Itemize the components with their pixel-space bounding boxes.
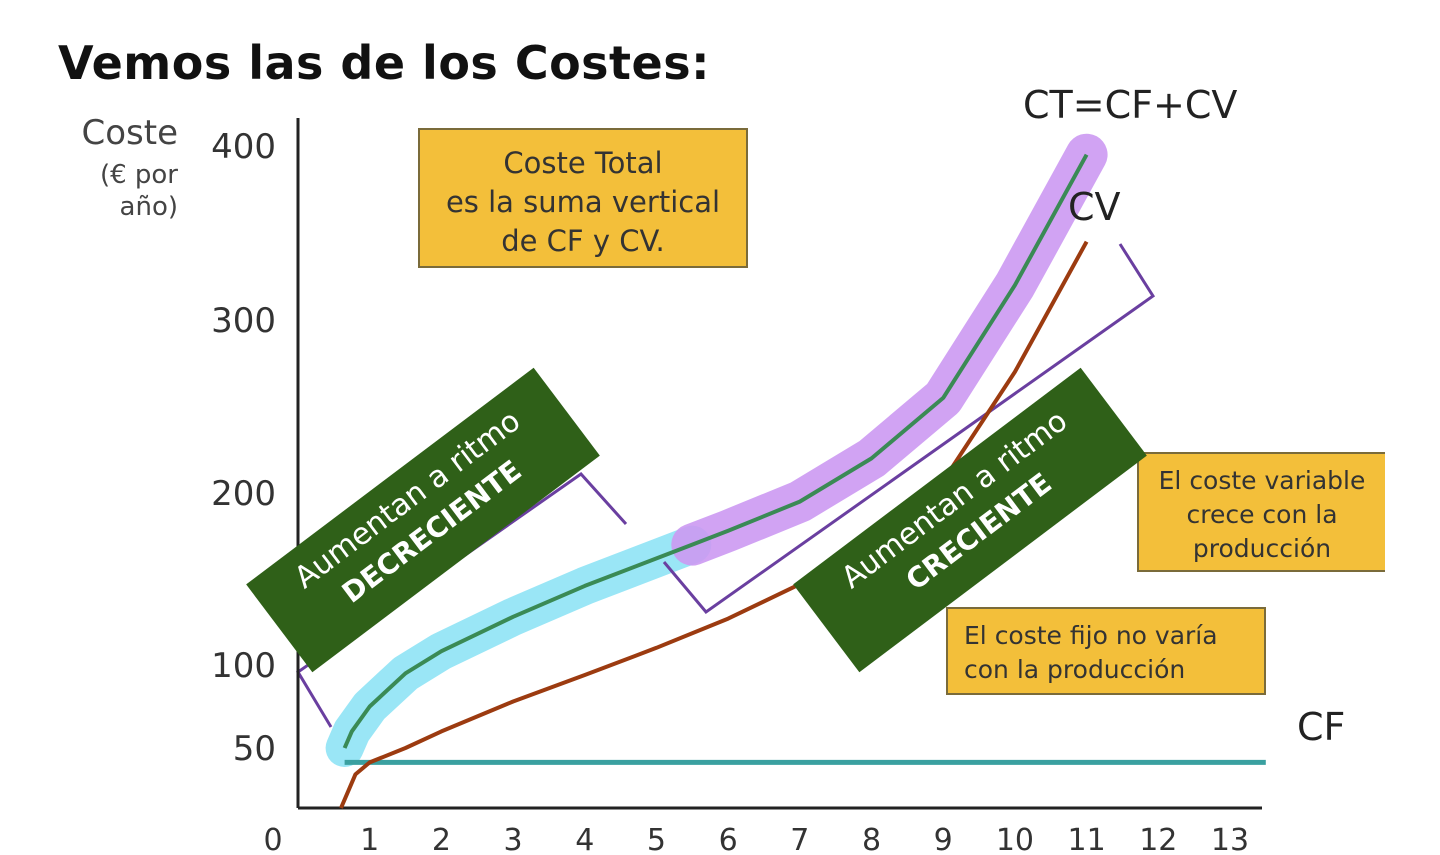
note-variable-cost: El coste variable crece con la producció…	[1137, 452, 1385, 572]
note-total-line1: Coste Total	[503, 146, 663, 180]
bracket-increasing	[662, 243, 1156, 615]
y-tick-label: 400	[211, 127, 276, 167]
x-tick-label: 5	[647, 823, 666, 855]
curve-labels: CT=CF+CV CV CF	[1023, 83, 1345, 749]
x-tick-label: 1	[360, 823, 379, 855]
x-tick-label: 2	[432, 823, 451, 855]
x-tick-label: 11	[1068, 823, 1106, 855]
note-fix-line1: El coste fijo no varía	[964, 621, 1218, 650]
x-tick-label: 10	[996, 823, 1034, 855]
y-axis-label: Coste	[81, 113, 178, 153]
x-tick-label: 7	[790, 823, 809, 855]
series-label-cf: CF	[1297, 705, 1345, 749]
note-fix-line2: con la producción	[964, 655, 1186, 684]
y-tick-label: 200	[211, 474, 276, 514]
x-tick-label: 3	[504, 823, 523, 855]
axes	[296, 118, 1262, 810]
note-var-line3: producción	[1192, 534, 1332, 563]
note-total-line3: de CF y CV.	[501, 224, 665, 258]
y-tick-label: 300	[211, 301, 276, 341]
y-tick-label: 50	[233, 729, 276, 769]
chart-title: Vemos las de los Costes:	[58, 36, 711, 90]
x-tick-label: 13	[1211, 823, 1249, 855]
x-tick-label: 0	[263, 823, 282, 855]
y-tick-label: 100	[211, 646, 276, 686]
x-tick-label: 12	[1139, 823, 1177, 855]
y-axis-unit-line2: año)	[119, 192, 178, 222]
note-fixed-cost: El coste fijo no varía con la producción	[946, 607, 1266, 695]
x-tick-label: 8	[862, 823, 881, 855]
series-label-cv: CV	[1068, 185, 1121, 229]
series-ct-line	[342, 153, 1089, 749]
note-var-line1: El coste variable	[1158, 466, 1366, 495]
note-total-line2: es la suma vertical	[445, 185, 721, 219]
x-tick-label: 6	[719, 823, 738, 855]
note-var-line2: crece con la	[1186, 500, 1338, 529]
series-label-ct: CT=CF+CV	[1023, 83, 1237, 127]
y-axis-unit-line1: (€ por	[99, 160, 178, 190]
note-total-cost: Coste Total es la suma vertical de CF y …	[418, 128, 748, 268]
x-tick-label: 4	[575, 823, 594, 855]
x-tick-label: 9	[934, 823, 953, 855]
